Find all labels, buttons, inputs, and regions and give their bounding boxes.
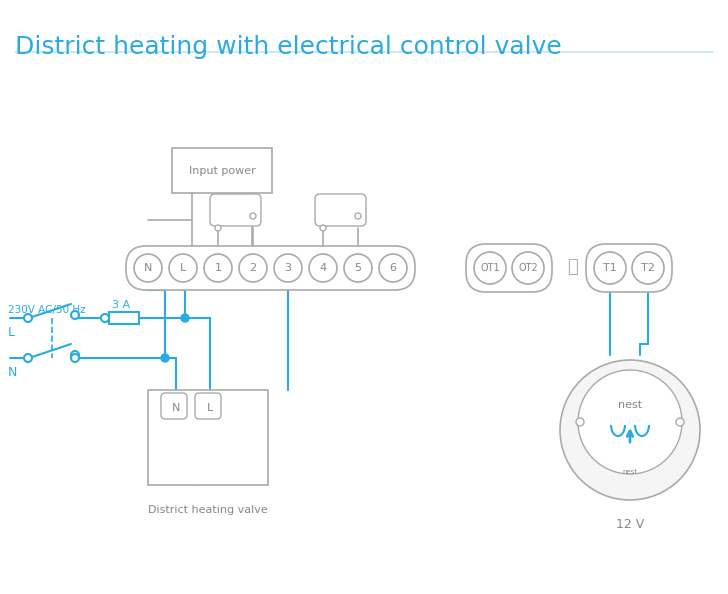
Text: N: N	[8, 366, 17, 379]
Text: 6: 6	[389, 263, 397, 273]
FancyBboxPatch shape	[466, 244, 552, 292]
Circle shape	[560, 360, 700, 500]
Circle shape	[344, 254, 372, 282]
Text: District heating with electrical control valve: District heating with electrical control…	[15, 35, 562, 59]
Text: 3: 3	[285, 263, 291, 273]
Text: N: N	[172, 403, 181, 413]
Text: OT2: OT2	[518, 263, 538, 273]
Text: ⏚: ⏚	[566, 258, 577, 276]
Circle shape	[71, 354, 79, 362]
Text: N: N	[144, 263, 152, 273]
Circle shape	[250, 213, 256, 219]
Text: 2: 2	[250, 263, 256, 273]
FancyBboxPatch shape	[210, 194, 261, 226]
Circle shape	[274, 254, 302, 282]
Text: District heating valve: District heating valve	[148, 505, 268, 515]
Bar	[148, 390, 268, 485]
Text: L: L	[180, 263, 186, 273]
FancyBboxPatch shape	[586, 244, 672, 292]
Text: L: L	[207, 403, 213, 413]
Circle shape	[161, 354, 169, 362]
Circle shape	[594, 252, 626, 284]
Circle shape	[204, 254, 232, 282]
Text: T1: T1	[603, 263, 617, 273]
Circle shape	[379, 254, 407, 282]
Text: nest: nest	[622, 469, 638, 475]
Text: nest: nest	[618, 400, 642, 410]
Circle shape	[24, 354, 32, 362]
Text: 5: 5	[355, 263, 362, 273]
FancyBboxPatch shape	[161, 393, 187, 419]
Circle shape	[101, 314, 109, 322]
Circle shape	[71, 351, 79, 359]
Circle shape	[676, 418, 684, 426]
Circle shape	[24, 314, 32, 322]
FancyBboxPatch shape	[172, 148, 272, 193]
Circle shape	[215, 225, 221, 231]
FancyBboxPatch shape	[315, 194, 366, 226]
Text: 4: 4	[320, 263, 327, 273]
Circle shape	[71, 311, 79, 319]
Circle shape	[632, 252, 664, 284]
Text: L: L	[8, 326, 15, 339]
FancyBboxPatch shape	[195, 393, 221, 419]
Circle shape	[134, 254, 162, 282]
Text: 3 A: 3 A	[112, 300, 130, 310]
Circle shape	[512, 252, 544, 284]
Circle shape	[355, 213, 361, 219]
Circle shape	[181, 314, 189, 322]
FancyBboxPatch shape	[126, 246, 415, 290]
Circle shape	[320, 225, 326, 231]
Text: 230V AC/50 Hz: 230V AC/50 Hz	[8, 305, 86, 315]
Text: Input power: Input power	[189, 166, 256, 175]
Text: OT1: OT1	[480, 263, 500, 273]
Circle shape	[474, 252, 506, 284]
Text: 12 V: 12 V	[616, 518, 644, 531]
Circle shape	[169, 254, 197, 282]
Circle shape	[309, 254, 337, 282]
Circle shape	[578, 370, 682, 474]
Circle shape	[576, 418, 584, 426]
Circle shape	[239, 254, 267, 282]
Bar	[109, 312, 139, 324]
Text: 1: 1	[215, 263, 221, 273]
Text: T2: T2	[641, 263, 655, 273]
